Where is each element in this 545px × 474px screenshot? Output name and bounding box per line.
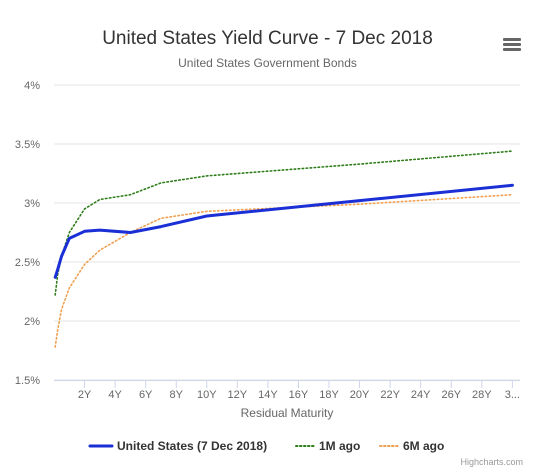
chart-subtitle: United States Government Bonds: [178, 56, 357, 70]
highcharts-credits-link[interactable]: Highcharts.com: [460, 457, 523, 467]
y-tick-label: 2.5%: [15, 257, 40, 269]
x-tick-label: 6Y: [139, 389, 153, 401]
legend-item-2[interactable]: 6M ago: [379, 439, 444, 453]
x-tick-label: 16Y: [289, 389, 309, 401]
hamburger-menu-icon[interactable]: [503, 38, 521, 52]
x-tick-label: 4Y: [108, 389, 122, 401]
series-line-1: [54, 150, 514, 296]
y-tick-label: 3%: [24, 198, 40, 210]
x-tick-label: 12Y: [228, 389, 248, 401]
legend-label: 6M ago: [403, 439, 444, 453]
y-tick-label: 2%: [24, 316, 40, 328]
legend-item-1[interactable]: 1M ago: [295, 439, 360, 453]
y-tick-label: 1.5%: [15, 375, 40, 387]
x-tick-label: 8Y: [169, 389, 183, 401]
x-tick-label: 24Y: [411, 389, 431, 401]
x-tick-label: 2Y: [78, 389, 92, 401]
x-tick-label: 26Y: [441, 389, 461, 401]
y-tick-label: 3.5%: [15, 139, 40, 151]
series-line-0: [53, 183, 514, 279]
x-tick-label: 18Y: [319, 389, 339, 401]
y-tick-label: 4%: [24, 80, 40, 92]
series-line-2: [54, 193, 514, 348]
legend-label: 1M ago: [319, 439, 360, 453]
x-tick-label: 3...: [505, 389, 520, 401]
x-tick-label: 28Y: [472, 389, 492, 401]
x-tick-label: 20Y: [350, 389, 370, 401]
x-axis-title: Residual Maturity: [241, 406, 334, 420]
legend-label: United States (7 Dec 2018): [117, 439, 267, 453]
legend-item-0[interactable]: United States (7 Dec 2018): [88, 439, 267, 453]
x-tick-label: 14Y: [258, 389, 278, 401]
x-tick-label: 22Y: [380, 389, 400, 401]
chart-title: United States Yield Curve - 7 Dec 2018: [102, 28, 433, 49]
x-tick-label: 10Y: [197, 389, 217, 401]
